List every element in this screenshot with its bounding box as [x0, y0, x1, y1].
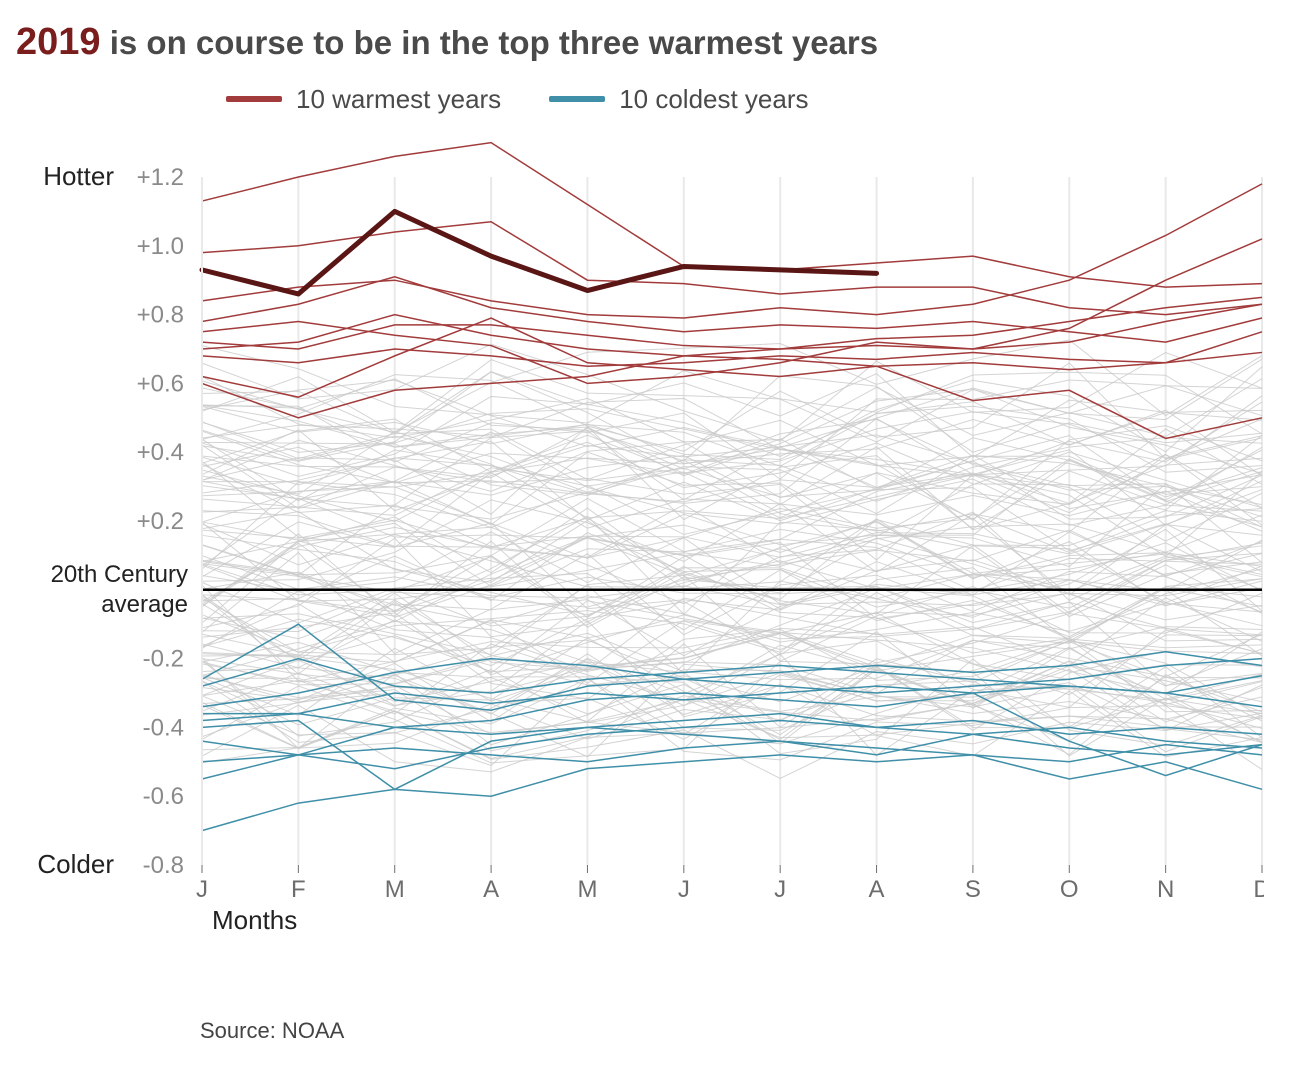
y-tick-label: -0.8 [143, 852, 184, 879]
legend: 10 warmest years 10 coldest years [226, 84, 1264, 115]
zero-label-line2: average [101, 590, 188, 617]
x-tick-label: M [385, 876, 405, 903]
y-tick-label: +0.8 [137, 301, 184, 328]
y-tick-label: +0.4 [137, 439, 184, 466]
legend-swatch-warm [226, 96, 282, 102]
temperature-line-chart: -0.8 -0.6 -0.4 -0.2 +0.2 +0.4 +0.6 +0.8 +1.0 +1.2… [16, 125, 1264, 1005]
title-rest: is on course to be in the top three warm… [101, 24, 879, 61]
y-tick-label: +1.0 [137, 232, 184, 259]
legend-label-warm: 10 warmest years [296, 84, 501, 115]
x-tick-label: J [678, 876, 690, 903]
y-tick-label: +0.2 [137, 508, 184, 535]
x-tick-label: S [965, 876, 981, 903]
y-tick-label: -0.2 [143, 645, 184, 672]
x-tick-label: N [1157, 876, 1174, 903]
y-bottom-label: Colder [37, 849, 114, 879]
figure: 2019 is on course to be in the top three… [0, 0, 1294, 1072]
legend-item-warm: 10 warmest years [226, 84, 501, 115]
y-tick-label: -0.6 [143, 783, 184, 810]
x-tick-label: F [291, 876, 306, 903]
y-tick-label: +0.6 [137, 370, 184, 397]
x-tick-label: M [577, 876, 597, 903]
legend-label-cold: 10 coldest years [619, 84, 808, 115]
y-tick-label: +1.2 [137, 164, 184, 191]
y-top-label: Hotter [43, 161, 114, 191]
x-tick-label: J [196, 876, 208, 903]
source-attribution: Source: NOAA [200, 1018, 344, 1044]
y-tick-label: -0.4 [143, 714, 184, 741]
x-tick-label: O [1060, 876, 1079, 903]
x-tick-label: D [1253, 876, 1264, 903]
x-tick-label: A [483, 876, 499, 903]
legend-item-cold: 10 coldest years [549, 84, 808, 115]
x-tick-label: A [869, 876, 885, 903]
legend-swatch-cold [549, 96, 605, 102]
chart-container: -0.8 -0.6 -0.4 -0.2 +0.2 +0.4 +0.6 +0.8 +1.0 +1.2… [16, 125, 1264, 1010]
x-axis-label: Months [212, 905, 297, 935]
x-tick-label: J [774, 876, 786, 903]
chart-title: 2019 is on course to be in the top three… [16, 20, 1264, 66]
title-year: 2019 [16, 21, 101, 63]
zero-label-line1: 20th Century [51, 560, 188, 587]
